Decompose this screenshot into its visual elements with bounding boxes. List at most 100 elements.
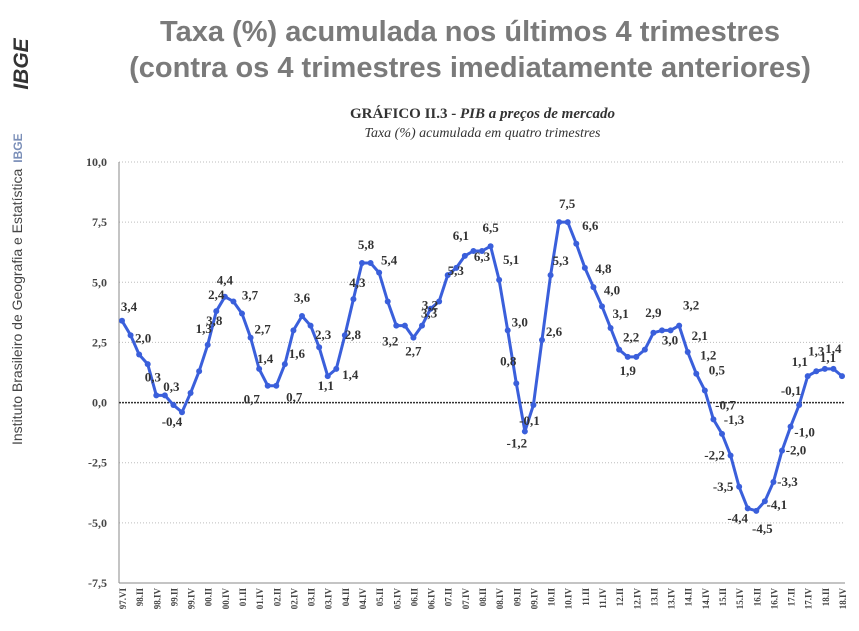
data-label: 2,3 xyxy=(315,327,332,342)
data-point xyxy=(821,365,828,372)
data-label: -0,1 xyxy=(781,383,802,398)
data-point xyxy=(530,401,537,408)
data-label: 4,4 xyxy=(217,273,234,288)
data-point xyxy=(230,298,237,305)
data-point xyxy=(324,373,331,380)
data-label: 1,3 xyxy=(808,343,825,358)
data-point xyxy=(393,322,400,329)
x-tick-label: 13.IV xyxy=(667,588,677,610)
data-label: 1,3 xyxy=(196,321,213,336)
data-point xyxy=(299,312,305,319)
data-label: 2,2 xyxy=(623,330,639,345)
data-point xyxy=(419,322,425,329)
data-label: -0,7 xyxy=(715,397,736,412)
data-label: 2,0 xyxy=(135,330,151,345)
x-tick-label: 13.II xyxy=(649,588,659,607)
data-point xyxy=(504,327,511,334)
data-label: 1,2 xyxy=(700,348,716,363)
data-point xyxy=(787,423,794,430)
data-point xyxy=(779,447,785,454)
data-point xyxy=(573,240,580,247)
data-point xyxy=(444,272,451,279)
data-label: 1,9 xyxy=(620,363,637,378)
data-point xyxy=(204,341,211,348)
data-label: 6,3 xyxy=(474,249,491,264)
data-point xyxy=(401,322,408,329)
data-point xyxy=(144,361,151,368)
data-label: -1,3 xyxy=(724,412,745,427)
chart-title-prefix: GRÁFICO II.3 - xyxy=(350,106,461,122)
data-point xyxy=(667,327,674,334)
data-point xyxy=(333,365,340,372)
data-point xyxy=(290,327,297,334)
data-point xyxy=(384,298,391,305)
data-point xyxy=(521,428,528,435)
data-point xyxy=(461,252,468,259)
data-point xyxy=(736,483,743,490)
x-tick-label: 08.IV xyxy=(495,588,505,610)
data-point xyxy=(701,387,708,394)
data-point xyxy=(770,478,777,485)
data-label: 1,6 xyxy=(289,346,306,361)
x-tick-label: 10.IV xyxy=(564,588,574,610)
data-point xyxy=(221,293,228,300)
x-tick-label: 01.II xyxy=(238,588,248,607)
data-label: 4,3 xyxy=(349,275,366,290)
data-point xyxy=(410,334,417,341)
data-label: -4,1 xyxy=(767,497,788,512)
data-label: 2,4 xyxy=(208,287,225,302)
data-label: 1,4 xyxy=(825,341,842,356)
data-label: 2,1 xyxy=(692,328,708,343)
data-label: 2,8 xyxy=(345,327,362,342)
x-tick-label: 00.II xyxy=(204,588,214,607)
data-label: 3,2 xyxy=(382,334,398,349)
x-tick-label: 16.IV xyxy=(769,588,779,610)
y-tick-label: -7,5 xyxy=(88,576,107,590)
chart-subtitle: Taxa (%) acumulada em quatro trimestres xyxy=(364,126,601,141)
data-point xyxy=(659,327,665,334)
x-tick-label: 97.VI xyxy=(118,588,128,610)
x-tick-label: 99.II xyxy=(169,588,179,607)
x-tick-label: 00.IV xyxy=(221,588,231,610)
data-label: 1,1 xyxy=(792,354,808,369)
data-point xyxy=(624,353,631,360)
data-point xyxy=(547,272,554,279)
series-line xyxy=(120,220,843,513)
data-point xyxy=(599,303,605,310)
data-point xyxy=(161,392,168,399)
data-point xyxy=(839,373,845,380)
data-label: 3,3 xyxy=(421,306,438,321)
data-label: 3,0 xyxy=(662,332,678,347)
data-point xyxy=(804,373,811,380)
x-tick-label: 07.IV xyxy=(461,588,471,610)
x-tick-label: 03.IV xyxy=(324,588,334,610)
x-tick-label: 04.IV xyxy=(358,588,368,610)
chart-title-italic: PIB a preços de mercado xyxy=(460,106,615,122)
data-label: 3,7 xyxy=(242,288,259,303)
data-point xyxy=(256,365,263,372)
data-point xyxy=(719,430,725,437)
x-tick-label: 09.II xyxy=(512,588,522,607)
y-tick-label: -2,5 xyxy=(88,456,107,470)
data-point xyxy=(213,308,220,315)
x-tick-label: 98.II xyxy=(135,588,145,607)
data-point xyxy=(727,452,734,459)
data-point xyxy=(581,264,588,271)
x-tick-label: 17.II xyxy=(787,588,797,607)
data-point xyxy=(316,344,323,351)
data-label: 5,8 xyxy=(358,237,375,252)
data-label: 7,5 xyxy=(559,196,576,211)
x-tick-label: 02.II xyxy=(272,588,282,607)
data-point xyxy=(487,243,494,250)
data-label: 1,4 xyxy=(342,367,359,382)
data-point xyxy=(761,498,768,505)
x-tick-label: 15.II xyxy=(718,588,728,607)
data-point xyxy=(796,401,803,408)
x-tick-label: 06.II xyxy=(409,588,419,607)
data-point xyxy=(753,507,760,514)
data-point xyxy=(136,351,143,358)
data-label: 6,6 xyxy=(582,218,599,233)
data-point xyxy=(281,361,288,368)
x-tick-label: 06.IV xyxy=(427,588,437,610)
